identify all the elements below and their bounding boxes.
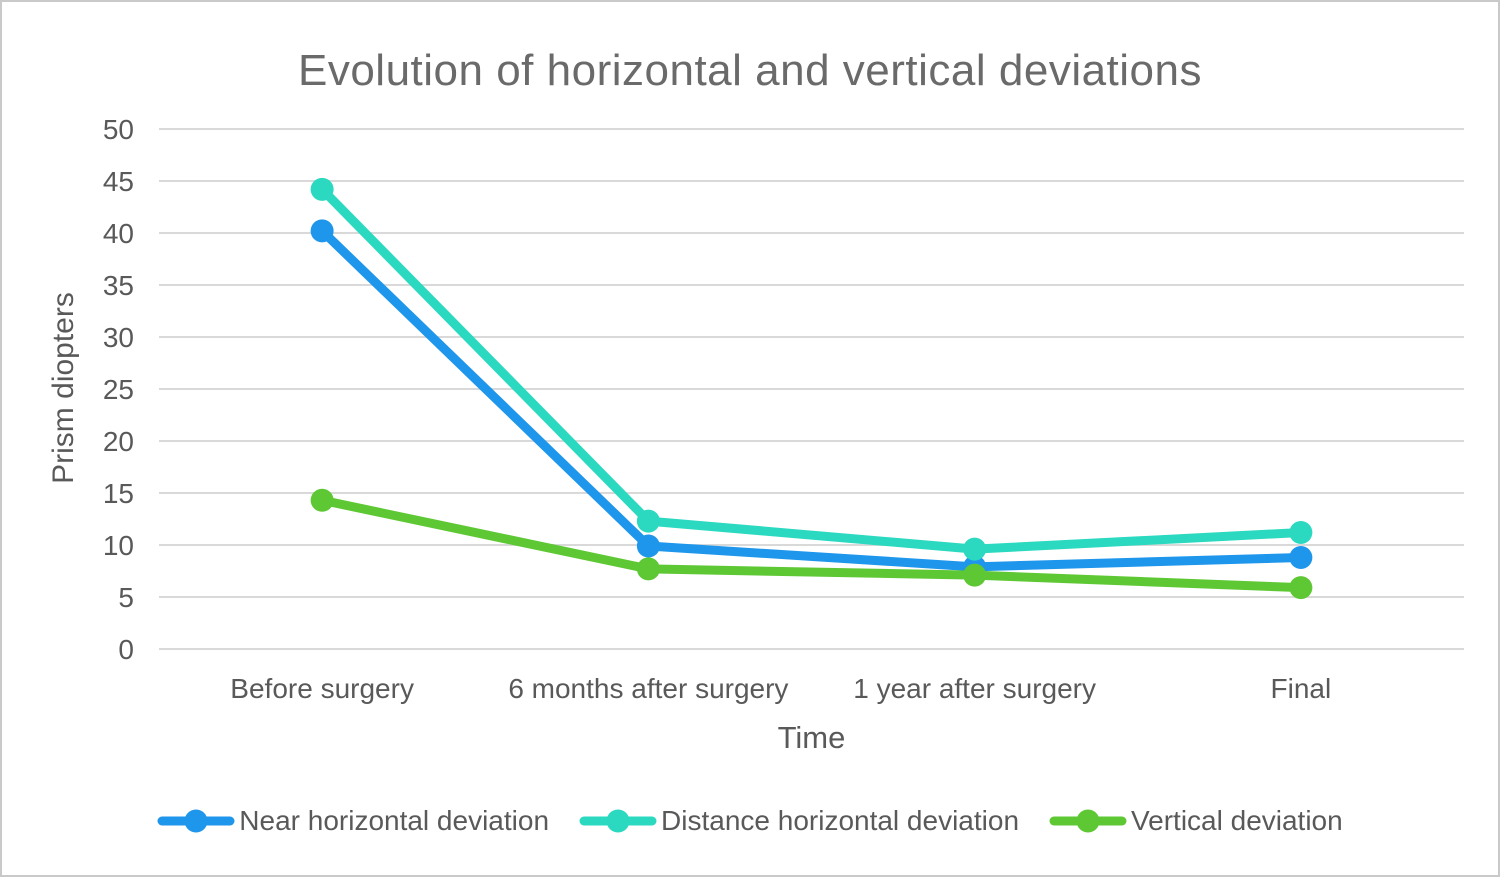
y-tick-label: 45 <box>103 166 134 197</box>
x-tick-label: Before surgery <box>230 673 414 704</box>
series-point <box>963 537 987 561</box>
y-tick-label: 10 <box>103 530 134 561</box>
legend-marker-icon <box>157 809 235 833</box>
y-tick-label: 35 <box>103 270 134 301</box>
series-line <box>317 495 1306 593</box>
series-point <box>1289 545 1313 569</box>
y-axis-title: Prism diopters <box>47 292 80 484</box>
series-point <box>1289 576 1313 600</box>
legend-marker-icon <box>579 809 657 833</box>
y-tick-label: 0 <box>118 634 134 665</box>
legend-item: Distance horizontal deviation <box>579 805 1019 837</box>
x-axis-title: Time <box>777 720 846 755</box>
legend-label: Vertical deviation <box>1131 805 1343 836</box>
legend-item: Vertical deviation <box>1049 805 1343 837</box>
legend-item: Near horizontal deviation <box>157 805 549 837</box>
series-point <box>636 509 660 533</box>
y-tick-label: 15 <box>103 478 134 509</box>
y-tick-label: 20 <box>103 426 134 457</box>
series-point <box>963 563 987 587</box>
legend-label: Near horizontal deviation <box>239 805 550 836</box>
y-tick-label: 25 <box>103 374 134 405</box>
chart-title: Evolution of horizontal and vertical dev… <box>297 46 1202 95</box>
series-point <box>636 557 660 581</box>
series-point <box>310 219 334 243</box>
series-line <box>317 226 1306 572</box>
series-point <box>310 177 334 201</box>
chart-legend: Near horizontal deviation Distance horizo… <box>2 805 1498 837</box>
series-point <box>636 534 660 558</box>
legend-label: Distance horizontal deviation <box>661 805 1020 836</box>
y-tick-label: 5 <box>118 582 134 613</box>
series-line <box>317 184 1306 554</box>
series-point <box>1289 521 1313 545</box>
y-tick-label: 50 <box>103 114 134 145</box>
x-tick-label: 1 year after surgery <box>853 673 1096 704</box>
y-tick-label: 30 <box>103 322 134 353</box>
y-tick-label: 40 <box>103 218 134 249</box>
x-tick-label: 6 months after surgery <box>508 673 788 704</box>
legend-marker-icon <box>1049 809 1127 833</box>
x-tick-label: Final <box>1271 673 1332 704</box>
series-point <box>310 488 334 512</box>
